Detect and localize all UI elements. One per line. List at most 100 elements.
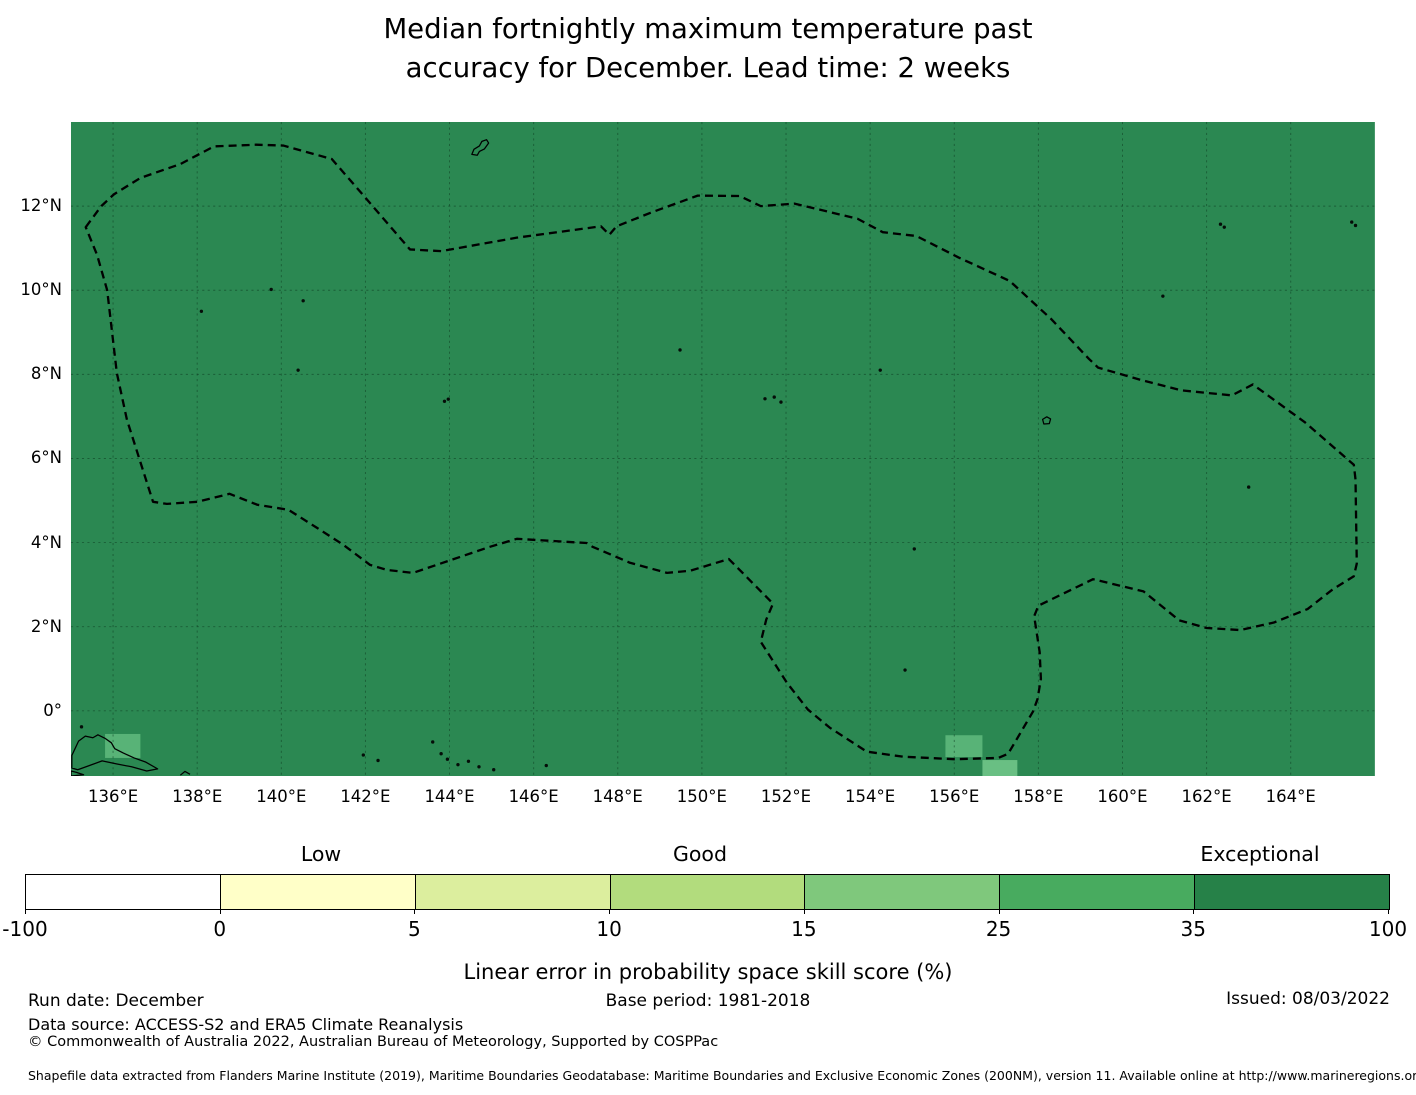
colorbar-segment xyxy=(219,875,415,909)
colorbar-tick xyxy=(998,909,1000,914)
footer-shapefile-attribution: Shapefile data extracted from Flanders M… xyxy=(28,1068,1416,1083)
colorbar-tick-label: 25 xyxy=(985,917,1012,941)
footer-run-date: Run date: December xyxy=(28,991,204,1011)
x-tick-label: 140°E xyxy=(256,787,307,806)
x-tick-label: 162°E xyxy=(1181,787,1232,806)
colorbar-segment xyxy=(999,875,1195,909)
y-tick-label: 8°N xyxy=(30,364,62,384)
island-dot xyxy=(1161,294,1165,298)
island-outline-pohnpei xyxy=(1041,416,1052,425)
colorbar-tick xyxy=(1388,909,1389,914)
island-dot xyxy=(466,759,471,763)
low-skill-grid-cell xyxy=(982,760,1018,777)
island-dot xyxy=(1350,220,1354,224)
colorbar-tick xyxy=(803,909,805,914)
y-tick-label: 0° xyxy=(43,700,62,720)
island-dot xyxy=(199,309,204,313)
figure-title: Median fortnightly maximum temperature p… xyxy=(0,10,1416,88)
island-dot xyxy=(779,400,783,404)
footer-issued-date: Issued: 08/03/2022 xyxy=(1226,989,1390,1009)
colorbar xyxy=(25,874,1390,910)
x-tick-label: 164°E xyxy=(1265,787,1316,806)
colorbar-tick-label: 35 xyxy=(1180,917,1206,941)
y-tick-label: 4°N xyxy=(30,532,62,552)
map-ocean-fill xyxy=(71,122,1375,777)
x-tick-label: 154°E xyxy=(845,787,896,806)
island-dot xyxy=(442,399,447,403)
island-outline-guam xyxy=(471,139,490,156)
colorbar-category-label-good: Good xyxy=(673,842,727,866)
x-tick-label: 138°E xyxy=(172,787,223,806)
y-tick-label: 10°N xyxy=(20,280,62,300)
map-canvas xyxy=(71,122,1375,777)
island-dot xyxy=(772,395,776,399)
island-outline-new-guinea-corner xyxy=(71,770,85,777)
x-tick-label: 152°E xyxy=(760,787,812,806)
figure-title-line2: accuracy for December. Lead time: 2 week… xyxy=(405,52,1011,84)
island-dot xyxy=(878,368,882,372)
y-tick-label: 2°N xyxy=(30,616,62,636)
colorbar-category-label-exceptional: Exceptional xyxy=(1200,842,1320,866)
island-dot xyxy=(301,299,305,303)
x-tick-label: 150°E xyxy=(676,787,727,806)
island-dot xyxy=(477,765,481,769)
island-dot xyxy=(492,768,496,772)
island-dot xyxy=(269,287,273,292)
island-dot xyxy=(361,753,366,757)
island-dot xyxy=(296,368,300,372)
island-dot xyxy=(456,762,460,767)
x-tick-label: 148°E xyxy=(592,787,643,806)
low-skill-grid-cell xyxy=(945,735,983,758)
island-dot xyxy=(446,397,450,401)
y-tick-label: 6°N xyxy=(30,448,62,468)
colorbar-tick-label: -100 xyxy=(2,917,48,941)
island-dot xyxy=(903,668,907,672)
x-tick-label: 136°E xyxy=(87,787,139,806)
island-outline-coast-hook xyxy=(179,770,191,776)
island-dot xyxy=(1218,222,1223,226)
colorbar-segment xyxy=(804,875,1000,909)
island-dot xyxy=(376,758,380,763)
x-tick-label: 160°E xyxy=(1097,787,1148,806)
colorbar-tick-label: 5 xyxy=(408,917,421,941)
figure-title-line1: Median fortnightly maximum temperature p… xyxy=(383,13,1033,45)
colorbar-category-label-low: Low xyxy=(300,842,342,866)
colorbar-tick xyxy=(1193,909,1195,914)
island-dot xyxy=(544,763,548,768)
x-tick-label: 142°E xyxy=(340,787,391,806)
colorbar-segment xyxy=(609,875,805,909)
colorbar-tick xyxy=(219,909,221,914)
y-tick-label: 12°N xyxy=(20,196,62,216)
x-tick-label: 158°E xyxy=(1013,787,1064,806)
colorbar-segment xyxy=(414,875,610,909)
colorbar-tick-label: 0 xyxy=(213,917,227,941)
eez-dashed-boundary xyxy=(84,143,1358,761)
colorbar-tick xyxy=(25,909,26,914)
island-dot xyxy=(1353,223,1358,228)
island-dot xyxy=(439,752,443,756)
island-dot xyxy=(1246,485,1251,489)
island-dot xyxy=(445,757,450,761)
low-skill-grid-cell xyxy=(105,733,141,758)
island-dot xyxy=(1222,225,1226,229)
colorbar-tick-label: 100 xyxy=(1368,917,1408,941)
footer-copyright: © Commonwealth of Australia 2022, Austra… xyxy=(28,1034,719,1050)
footer-data-source: Data source: ACCESS-S2 and ERA5 Climate … xyxy=(28,1015,464,1034)
island-dot xyxy=(79,725,84,729)
x-tick-label: 144°E xyxy=(424,787,475,806)
colorbar-tick xyxy=(414,909,416,914)
island-dot xyxy=(763,397,767,401)
island-dot xyxy=(431,740,435,744)
x-tick-label: 156°E xyxy=(929,787,980,806)
colorbar-tick-label: 15 xyxy=(791,917,817,941)
island-dot xyxy=(678,348,682,352)
colorbar-axis-label: Linear error in probability space skill … xyxy=(463,960,953,984)
colorbar-tick-label: 10 xyxy=(596,917,622,941)
colorbar-segment xyxy=(26,875,220,909)
colorbar-tick xyxy=(609,909,611,914)
island-dot xyxy=(912,547,916,551)
x-tick-label: 146°E xyxy=(508,787,559,806)
island-outline-biak-yapen-coast xyxy=(71,734,159,772)
footer-base-period: Base period: 1981-2018 xyxy=(605,991,811,1011)
